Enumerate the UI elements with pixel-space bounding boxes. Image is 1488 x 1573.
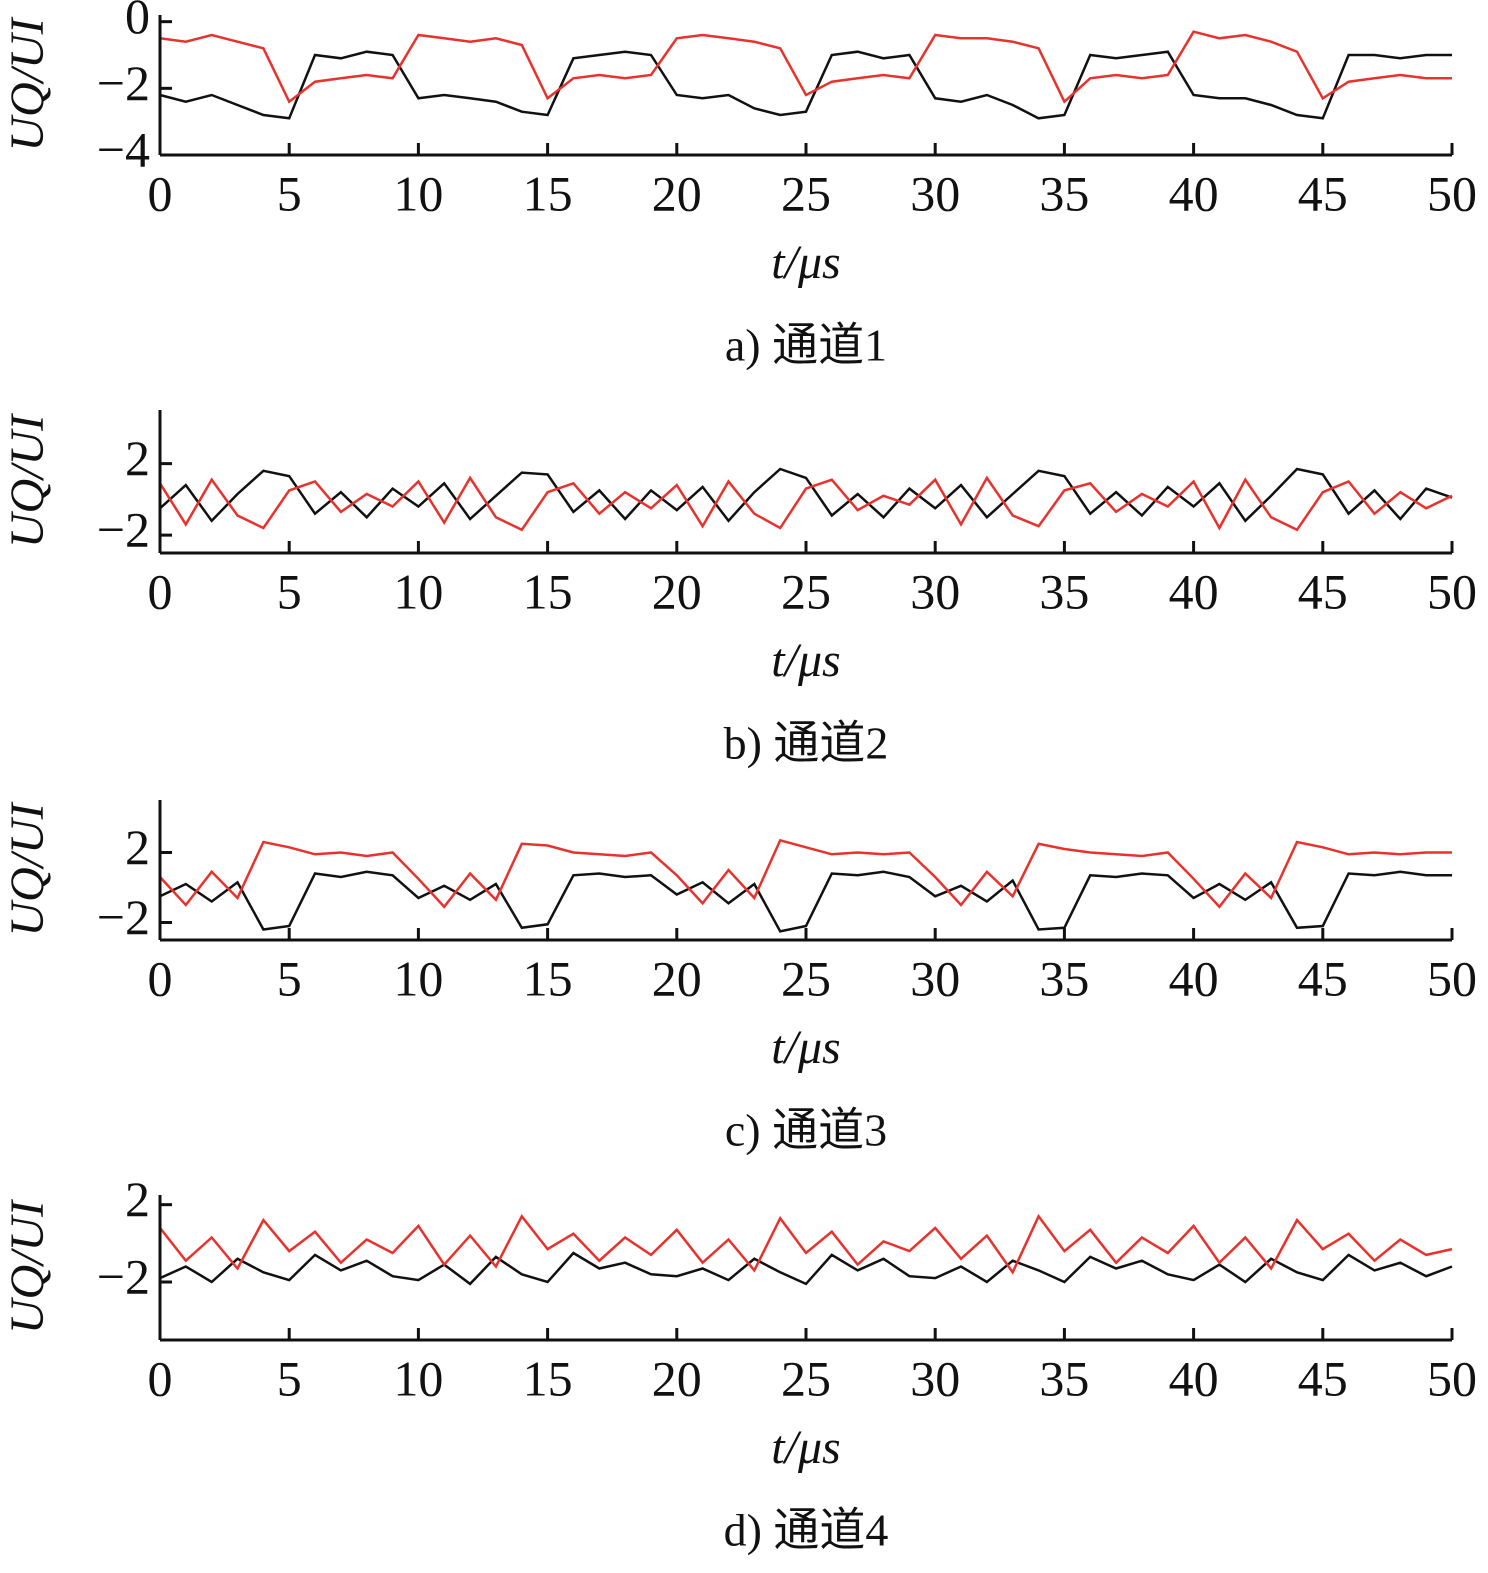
x-tick-label: 5 [277,950,302,1006]
x-tick-label: 5 [277,563,302,619]
panel-caption: d) 通道4 [724,1505,889,1556]
x-tick-label: 10 [393,1350,443,1406]
x-tick-label: 10 [393,950,443,1006]
x-axis-label: t/μs [771,1021,840,1074]
x-tick-label: 40 [1169,165,1219,221]
signal-line [159,467,1453,523]
x-tick-label: 15 [523,563,573,619]
x-tick-label: 20 [652,1350,702,1406]
x-axis-label: t/μs [771,1421,840,1474]
signal-line [158,475,1453,532]
signal-line [159,838,1452,909]
x-tick-label: 10 [393,165,443,221]
signal-line [159,30,1452,104]
x-tick-label: 15 [523,950,573,1006]
x-tick-label: 50 [1427,165,1477,221]
signal-line [159,870,1452,933]
x-tick-label: 0 [148,950,173,1006]
x-tick-label: 45 [1298,1350,1348,1406]
x-tick-label: 5 [277,165,302,221]
signal-line [159,50,1452,120]
x-tick-label: 35 [1039,563,1089,619]
x-tick-label: 35 [1039,950,1089,1006]
signal-line [159,1213,1453,1275]
x-tick-label: 15 [523,165,573,221]
panel-caption: b) 通道2 [724,718,889,769]
x-tick-label: 30 [910,165,960,221]
x-tick-label: 25 [781,1350,831,1406]
x-tick-label: 40 [1169,1350,1219,1406]
x-tick-label: 45 [1298,563,1348,619]
x-tick-label: 20 [652,950,702,1006]
x-tick-label: 45 [1298,165,1348,221]
signal-line [159,1251,1453,1286]
x-tick-label: 50 [1427,950,1477,1006]
y-tick-label: 2 [125,1171,150,1227]
x-tick-label: 35 [1039,1350,1089,1406]
x-tick-label: 20 [652,563,702,619]
y-tick-label: −4 [97,121,150,177]
x-tick-label: 35 [1039,165,1089,221]
y-tick-label: −2 [97,502,150,558]
y-tick-label: −2 [97,55,150,111]
y-axis-label: UQ/UI [1,413,54,548]
y-axis-label: UQ/UI [1,801,54,936]
y-tick-label: 0 [125,0,150,44]
x-tick-label: 30 [910,563,960,619]
panel-caption: c) 通道3 [725,1105,887,1156]
x-tick-label: 0 [148,1350,173,1406]
x-tick-label: 0 [148,165,173,221]
y-tick-label: 2 [125,430,150,486]
x-tick-label: 25 [781,165,831,221]
y-axis-label: UQ/UI [1,16,54,151]
x-tick-label: 40 [1169,950,1219,1006]
x-tick-label: 50 [1427,563,1477,619]
x-tick-label: 40 [1169,563,1219,619]
y-axis-label: UQ/UI [1,1199,54,1334]
x-tick-label: 45 [1298,950,1348,1006]
x-axis-label: t/μs [771,236,840,289]
x-tick-label: 30 [910,1350,960,1406]
y-tick-label: 2 [125,819,150,875]
x-tick-label: 30 [910,950,960,1006]
y-tick-label: −2 [97,1248,150,1304]
x-tick-label: 20 [652,165,702,221]
x-tick-label: 15 [523,1350,573,1406]
panel-caption: a) 通道1 [725,320,887,371]
x-tick-label: 50 [1427,1350,1477,1406]
x-tick-label: 25 [781,563,831,619]
x-tick-label: 5 [277,1350,302,1406]
x-tick-label: 10 [393,563,443,619]
x-tick-label: 25 [781,950,831,1006]
y-tick-label: −2 [97,889,150,945]
x-tick-label: 0 [148,563,173,619]
x-axis-label: t/μs [771,634,840,687]
